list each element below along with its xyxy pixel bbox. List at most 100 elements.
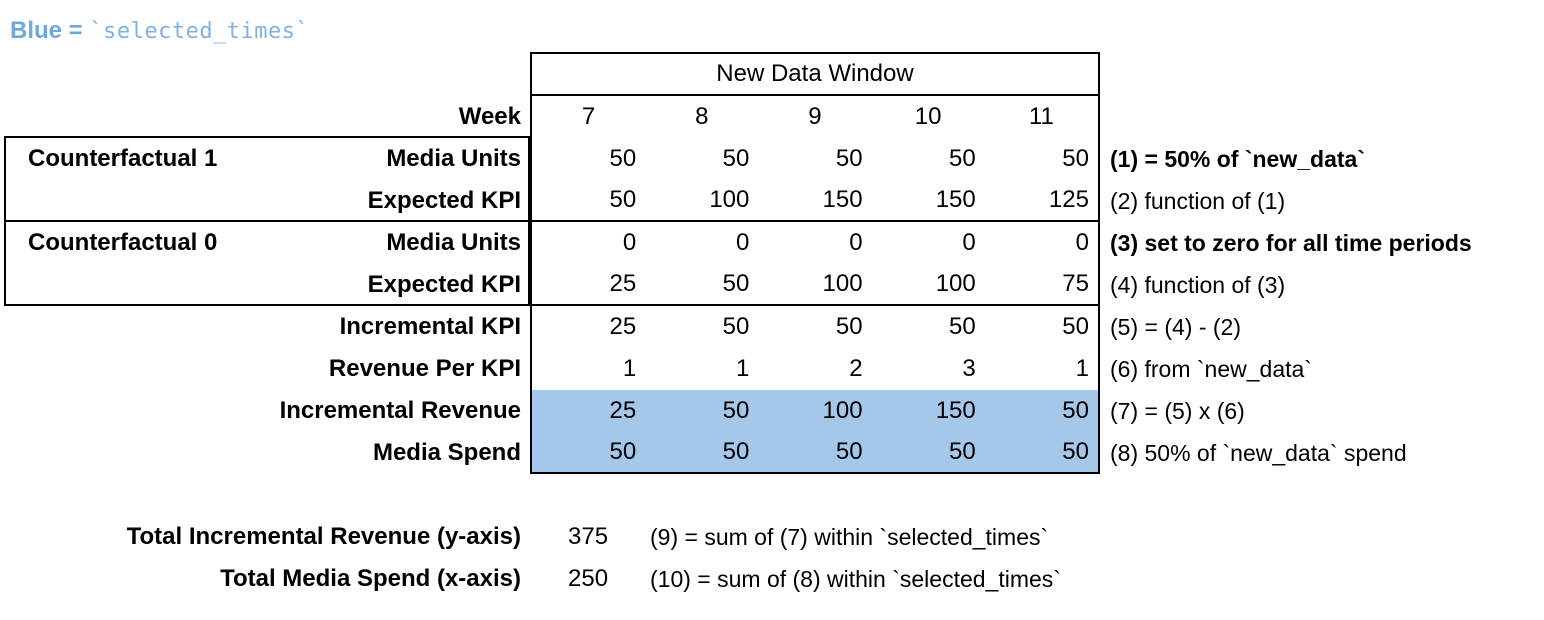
week-cell: 8 (695, 103, 709, 130)
data-cell: 50 (1062, 438, 1089, 465)
data-cell: 50 (1062, 313, 1089, 340)
row-cells-highlighted: 25 50 100 150 50 (530, 390, 1100, 432)
row-label: Incremental KPI (339, 313, 521, 340)
row-cells: 1 1 2 3 1 (530, 348, 1100, 390)
data-cell: 50 (609, 145, 637, 172)
week-cell: 10 (914, 103, 942, 130)
data-cell: 50 (835, 145, 863, 172)
data-cell: 2 (849, 355, 863, 382)
blue-legend: Blue = `selected_times` (10, 17, 309, 45)
counterfactual-1-title: Counterfactual 1 (28, 145, 218, 172)
row-annotation: (4) function of (3) (1110, 271, 1286, 298)
table-row-cf0-media-units: Media Units 0 0 0 0 0 (3) set to zero fo… (0, 222, 1544, 264)
data-cell: 75 (1062, 270, 1089, 297)
data-cell: 1 (622, 355, 637, 382)
table-row-incremental-revenue: Incremental Revenue 25 50 100 150 50 (7)… (0, 390, 1544, 432)
table-row-cf0-expected-kpi: Expected KPI 25 50 100 100 75 (4) functi… (0, 264, 1544, 306)
row-annotation: (6) from `new_data` (1110, 355, 1312, 382)
data-cell: 1 (736, 355, 750, 382)
data-cell: 150 (822, 186, 863, 213)
row-cells: 50 50 50 50 50 (530, 138, 1100, 180)
data-cell: 50 (722, 438, 750, 465)
blue-legend-code: `selected_times` (89, 19, 310, 44)
window-header-cell: New Data Window (530, 52, 1100, 96)
data-cell: 25 (609, 270, 637, 297)
counterfactual-0-title: Counterfactual 0 (28, 229, 218, 256)
week-cell: 7 (581, 103, 596, 130)
data-cell: 50 (1062, 397, 1089, 424)
data-cell: 125 (1048, 186, 1089, 213)
total-annotation: (9) = sum of (7) within `selected_times` (650, 523, 1049, 550)
data-cell: 50 (609, 438, 637, 465)
data-cell: 50 (722, 313, 750, 340)
row-label: Incremental Revenue (279, 397, 521, 424)
row-label: Media Units (386, 145, 521, 172)
total-media-spend-row: Total Media Spend (x-axis) 250 (10) = su… (0, 558, 1544, 600)
week-cell: 11 (1028, 103, 1054, 130)
data-cell: 50 (722, 397, 750, 424)
row-annotation: (3) set to zero for all time periods (1110, 229, 1472, 256)
window-header-note-spacer (1100, 52, 1544, 96)
row-annotation: (7) = (5) x (6) (1110, 397, 1245, 424)
row-label: Media Units (386, 229, 521, 256)
row-cells: 0 0 0 0 0 (530, 222, 1100, 264)
row-annotation: (5) = (4) - (2) (1110, 313, 1241, 340)
row-cells: 25 50 100 100 75 (530, 264, 1100, 306)
data-cell: 50 (949, 438, 976, 465)
row-label: Media Spend (372, 439, 521, 466)
data-cell: 0 (622, 229, 637, 256)
total-label: Total Media Spend (x-axis) (220, 565, 521, 592)
data-cell: 50 (722, 270, 750, 297)
data-table: New Data Window Week 7 8 9 10 11 Media U… (0, 52, 1544, 474)
data-cell: 25 (609, 397, 637, 424)
week-note-spacer (1100, 96, 1544, 138)
table-row-media-spend: Media Spend 50 50 50 50 50 (8) 50% of `n… (0, 432, 1544, 474)
week-cell: 9 (808, 103, 822, 130)
total-value: 375 (568, 523, 609, 550)
data-cell: 50 (949, 313, 976, 340)
row-label: Expected KPI (367, 271, 521, 298)
data-cell: 150 (935, 186, 976, 213)
data-cell: 50 (949, 145, 976, 172)
row-annotation: (1) = 50% of `new_data` (1110, 145, 1365, 172)
table-row-revenue-per-kpi: Revenue Per KPI 1 1 2 3 1 (6) from `new_… (0, 348, 1544, 390)
data-cell: 50 (609, 186, 637, 213)
window-header-spacer (0, 52, 530, 96)
data-cell: 100 (935, 270, 976, 297)
row-cells: 25 50 50 50 50 (530, 306, 1100, 348)
data-cell: 50 (835, 438, 863, 465)
total-label: Total Incremental Revenue (y-axis) (126, 523, 521, 550)
table-row-cf1-media-units: Media Units 50 50 50 50 50 (1) = 50% of … (0, 138, 1544, 180)
week-label: Week (458, 103, 521, 130)
total-value: 250 (568, 565, 609, 592)
data-cell: 1 (1075, 355, 1089, 382)
row-cells-highlighted: 50 50 50 50 50 (530, 432, 1100, 474)
row-annotation: (8) 50% of `new_data` spend (1110, 439, 1407, 466)
data-cell: 50 (835, 313, 863, 340)
data-cell: 3 (962, 355, 976, 382)
total-annotation: (10) = sum of (8) within `selected_times… (650, 565, 1061, 592)
table-row-window-header: New Data Window (0, 52, 1544, 96)
row-label: Expected KPI (367, 187, 521, 214)
data-cell: 100 (822, 270, 863, 297)
blue-legend-prefix: Blue = (10, 17, 90, 44)
table-row-cf1-expected-kpi: Expected KPI 50 100 150 150 125 (2) func… (0, 180, 1544, 222)
data-cell: 100 (709, 186, 750, 213)
row-annotation: (2) function of (1) (1110, 187, 1286, 214)
data-cell: 0 (1075, 229, 1089, 256)
row-label: Revenue Per KPI (328, 355, 521, 382)
row-cells: 50 100 150 150 125 (530, 180, 1100, 222)
data-cell: 100 (822, 397, 863, 424)
data-cell: 0 (962, 229, 976, 256)
table-row-incremental-kpi: Incremental KPI 25 50 50 50 50 (5) = (4)… (0, 306, 1544, 348)
total-incremental-revenue-row: Total Incremental Revenue (y-axis) 375 (… (0, 516, 1544, 558)
week-cells: 7 8 9 10 11 (530, 96, 1100, 138)
table-row-week: Week 7 8 9 10 11 (0, 96, 1544, 138)
data-cell: 150 (935, 397, 976, 424)
data-cell: 25 (609, 313, 637, 340)
data-cell: 0 (849, 229, 863, 256)
data-cell: 50 (722, 145, 750, 172)
data-cell: 0 (736, 229, 750, 256)
data-cell: 50 (1062, 145, 1089, 172)
